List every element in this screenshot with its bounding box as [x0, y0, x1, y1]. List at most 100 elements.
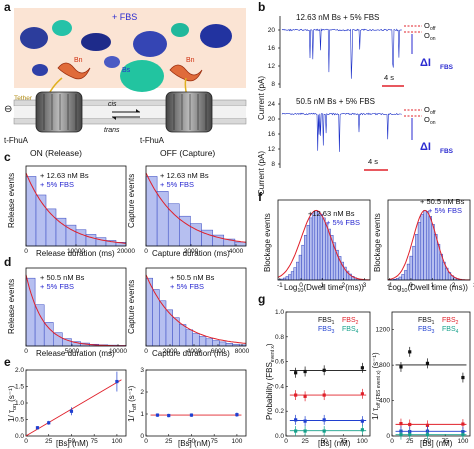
f-left-bar	[296, 261, 300, 281]
f-right-xtick: 2	[452, 282, 456, 289]
f-right-xlabel: Log	[388, 283, 401, 292]
g-left-ylabel-end: )	[265, 343, 274, 346]
panel-a-schematic: + FBS Bs Bn Bn Tether	[4, 8, 247, 158]
f-right-bar	[426, 211, 430, 281]
d-left-bar	[34, 304, 45, 347]
f-left-bar	[285, 276, 289, 281]
f-left-legend-1: +12.63 nM Bs	[308, 209, 355, 218]
equilibrium-arrows	[112, 109, 140, 120]
d-left-legend-1: + 50.5 nM Bs	[40, 273, 85, 282]
f-right-fit-curve	[387, 209, 471, 281]
g-right-point	[461, 422, 465, 426]
f-left-bar	[311, 212, 316, 281]
svg-text:1/ τoff (FBS event x)(s⁻¹): 1/ τoff (FBS event x)(s⁻¹)	[371, 352, 382, 420]
o-on-top-sub: on	[430, 36, 436, 42]
c-right-xtick: 2000	[184, 248, 199, 255]
g-right-point	[425, 433, 430, 437]
chart-e-tau-on: 0 25 50 75 100 0.0 0.5 1.0 1.5 2.0	[15, 367, 127, 445]
d-right-bar	[205, 338, 213, 347]
b-ylabel-top: Current (pA)	[257, 76, 266, 120]
b-bottom-ytick: 20	[268, 116, 276, 123]
current-trace-bottom	[281, 112, 402, 152]
d-right-frame	[145, 267, 247, 347]
e-left-ytick: 2.0	[15, 367, 24, 374]
c-left-bar	[25, 176, 37, 247]
g-left-ytick: 0.4	[275, 383, 284, 390]
d-right-bar	[145, 277, 153, 347]
g-right-ytick: 0	[386, 433, 390, 440]
delta-i-top: ΔI	[420, 57, 431, 69]
svg-text:1/ τon(s⁻¹): 1/ τon (s⁻¹)	[7, 385, 18, 422]
e-right-xtick: 100	[231, 438, 242, 445]
g-right-point	[399, 433, 403, 437]
g-left-ylabel: Probability (FBS	[265, 362, 274, 420]
d-right-xtick: 8000	[235, 348, 250, 355]
g-left-xtick: 75	[340, 438, 348, 445]
delta-i-top-sub: FBS	[440, 64, 454, 71]
e-right-frame	[145, 369, 247, 437]
d-right-bar	[219, 341, 227, 347]
o-on-bottom-sub: on	[430, 120, 436, 126]
tether-label: Tether	[14, 95, 33, 102]
d-left-fit-curve	[25, 274, 126, 347]
g-right-point	[408, 422, 412, 427]
c-left-ylabel: Release events	[7, 173, 16, 228]
c-right-legend-1: + 12.63 nM Bs	[160, 171, 209, 180]
e-left-point	[69, 409, 74, 413]
b-bottom-ytick: 12	[268, 146, 276, 153]
d-right-legend-2: + 5% FBS	[170, 282, 204, 291]
f-right-bar	[404, 270, 408, 281]
g-left-ytick: 1.0	[275, 309, 284, 316]
g-right-xtick: 25	[406, 438, 414, 445]
g-left-ytick: 0.8	[275, 334, 284, 341]
bn-ribbon-right	[169, 64, 203, 82]
o-on-top: O	[424, 31, 430, 40]
e-left-xlabel: [Bs] (nM)	[56, 439, 89, 448]
f-labels: +12.63 nM Bs + 5% FBS + 50.5 nM Bs + 5% …	[263, 197, 468, 294]
e-right-ylabel-sub: off	[132, 403, 138, 409]
d-right-legend-1: + 50.5 nM Bs	[170, 273, 215, 282]
c-right-xtick: 4000	[229, 248, 244, 255]
g-right-point	[425, 423, 430, 427]
b-top-ytick: 16	[268, 45, 276, 52]
e-right-ylabel: 1/ τ	[127, 409, 136, 422]
e-left-ytick: 1.0	[15, 400, 24, 407]
e-labels: 1/ τon(s⁻¹) 1/ τoff(s⁻¹) [Bs] (nM) [Bs] …	[7, 385, 211, 448]
d-left-bar	[25, 277, 36, 347]
pore-left	[35, 91, 83, 133]
g-right-ylabel: 1/ τ	[371, 407, 380, 420]
g-right-point	[399, 422, 403, 426]
scale-label-top: 4 s	[384, 73, 394, 82]
g-left-point	[360, 366, 364, 370]
g-legend-entry: FBS3	[318, 326, 335, 335]
d-right-xlabel: Capture duration (ms)	[152, 349, 230, 358]
c-left-xtick: 10000	[67, 248, 85, 255]
g-left-ytick: 0.2	[275, 408, 284, 415]
d-left-ylabel: Release events	[7, 279, 16, 334]
g-left-xtick: 50	[321, 438, 329, 445]
f-right-legend-1: + 50.5 nM Bs	[420, 197, 465, 206]
d-left-xtick: 5000	[65, 348, 80, 355]
e-left-fit-line	[25, 379, 122, 437]
pore-right-label: t-FhuA	[140, 136, 165, 145]
f-left-bar	[290, 271, 295, 281]
f-right-bar	[431, 224, 435, 281]
b-top-ytick: 8	[271, 81, 275, 88]
g-left-xlabel: [Bs] (nM)	[318, 439, 351, 448]
svg-text:1/ τoff(s⁻¹): 1/ τoff(s⁻¹)	[127, 385, 138, 422]
c-right-xtick: 0	[144, 248, 148, 255]
f-left-legend-2: + 5% FBS	[326, 218, 360, 227]
svg-text:Log10(Dwell time (ms)): Log10(Dwell time (ms))	[388, 283, 468, 294]
d-right-xtick: 4000	[187, 348, 202, 355]
c-right-legend-2: + 5% FBS	[160, 180, 194, 189]
g-legend-sub: 2	[356, 320, 359, 326]
f-left-bar	[309, 217, 313, 281]
g-legend-sub: 3	[332, 329, 335, 335]
panel-letter-g: g	[258, 292, 266, 306]
f-right-xtick: 1	[430, 282, 434, 289]
e-right-point	[167, 413, 171, 418]
f-right-xlabel-sub: 10	[401, 288, 407, 294]
svg-text:Log10(Dwell time (ms)): Log10(Dwell time (ms))	[284, 283, 364, 294]
bs-label: Bs	[122, 67, 131, 74]
b-bottom-ytick: 8	[271, 161, 275, 168]
